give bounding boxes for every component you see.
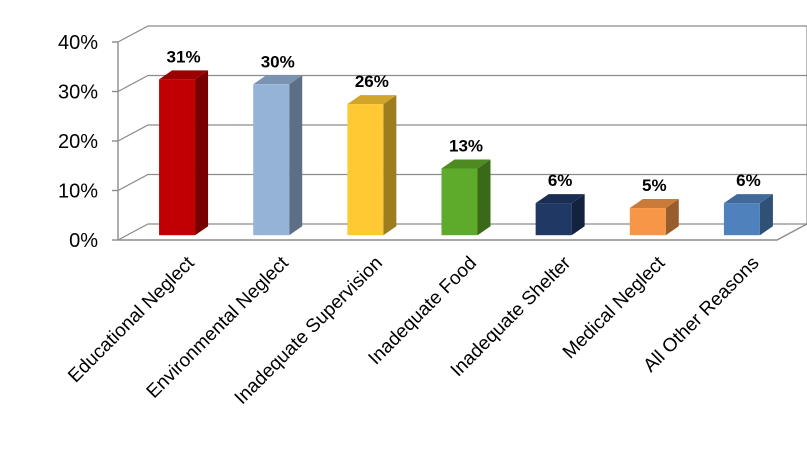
bar-front-face	[723, 203, 760, 236]
x-axis-line	[118, 223, 807, 241]
y-tick-label: 0%	[69, 230, 98, 252]
data-label: 6%	[548, 171, 573, 190]
bar-side-face	[195, 70, 209, 236]
bar-side-face	[759, 194, 773, 236]
gridline	[117, 25, 807, 43]
gridline	[117, 74, 807, 93]
bar	[159, 70, 209, 236]
y-tick-label: 10%	[58, 181, 98, 203]
y-tick-label: 20%	[58, 131, 98, 153]
data-label: 6%	[736, 171, 761, 190]
bar-top-face	[347, 95, 397, 105]
data-label: 31%	[167, 47, 201, 66]
data-label: 5%	[642, 176, 667, 195]
bar-top-face	[629, 199, 679, 209]
x-tick-label: Medical Neglect	[559, 252, 670, 363]
data-label: 13%	[449, 136, 483, 155]
bar-top-face	[159, 70, 209, 80]
bar-side-face	[571, 194, 585, 236]
bar-top-face	[535, 194, 585, 204]
bar-front-face	[347, 104, 384, 236]
bar	[253, 75, 303, 236]
bar-front-face	[253, 84, 290, 236]
bar-side-face	[383, 95, 397, 236]
gridline	[117, 223, 807, 241]
bar-front-face	[535, 203, 572, 236]
data-label: 26%	[355, 72, 389, 91]
bars	[159, 70, 773, 236]
axis-layer	[112, 41, 807, 241]
bar-side-face	[665, 199, 679, 236]
bar-front-face	[159, 79, 196, 236]
bar-side-face	[289, 75, 303, 236]
bar-top-face	[723, 194, 773, 204]
bar-front-face	[441, 168, 478, 236]
y-tick-label: 40%	[58, 32, 98, 54]
grid-layer	[117, 25, 807, 241]
bar-top-face	[441, 159, 491, 169]
gridline	[117, 173, 807, 192]
y-tick-label: 30%	[58, 82, 98, 104]
bar-top-face	[253, 75, 303, 85]
data-labels: 31% 30% 26% 13% 6% 5% 6%	[167, 47, 761, 195]
gridline	[117, 124, 807, 142]
bar-front-face	[629, 208, 666, 236]
bar	[347, 95, 397, 236]
bar	[723, 194, 773, 236]
y-axis-ticks: 0% 10% 20% 30% 40%	[58, 32, 98, 252]
bar	[535, 194, 585, 236]
data-label: 30%	[261, 52, 295, 71]
bar-side-face	[477, 159, 491, 236]
bar	[629, 199, 679, 236]
bar	[441, 159, 491, 236]
